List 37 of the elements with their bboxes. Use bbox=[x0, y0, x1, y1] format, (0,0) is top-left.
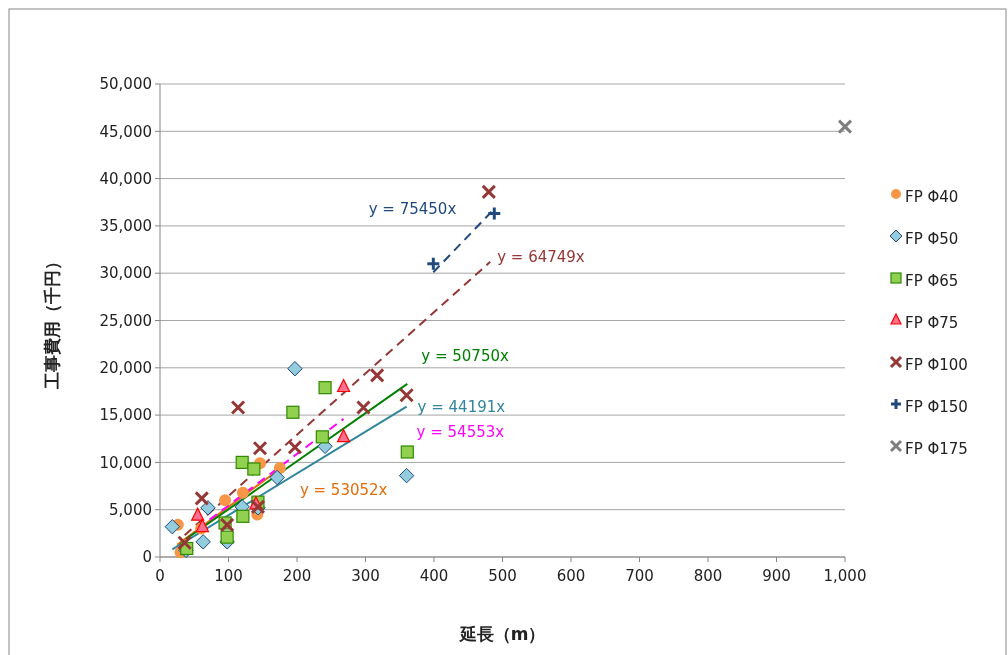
y-tick-label: 25,000 bbox=[99, 311, 152, 330]
y-tick-label: 10,000 bbox=[99, 453, 152, 472]
y-tick-label: 5,000 bbox=[109, 500, 152, 519]
x-tick-label: 900 bbox=[762, 567, 791, 585]
annotation: y = 44191x bbox=[417, 397, 506, 416]
legend-label: FP Φ40 bbox=[905, 188, 959, 207]
y-axis-title: 工事費用（千円） bbox=[42, 252, 62, 390]
y-tick-label: 15,000 bbox=[99, 406, 152, 425]
annotation: y = 50750x bbox=[421, 347, 509, 366]
y-tick-label: 50,000 bbox=[99, 75, 152, 94]
annotation: y = 64749x bbox=[497, 248, 585, 267]
x-tick-label: 500 bbox=[488, 567, 517, 585]
annotation: y = 53052x bbox=[299, 481, 388, 500]
legend-label: FP Φ150 bbox=[905, 398, 968, 417]
y-tick-label: 40,000 bbox=[99, 169, 152, 188]
legend-label: FP Φ75 bbox=[905, 314, 959, 333]
x-axis-title: 延長（m） bbox=[457, 624, 546, 644]
legend-label: FP Φ65 bbox=[905, 272, 959, 291]
y-tick-label: 20,000 bbox=[99, 359, 152, 378]
x-tick-label: 100 bbox=[214, 567, 243, 585]
x-tick-label: 300 bbox=[351, 567, 380, 585]
y-tick-label: 0 bbox=[142, 548, 152, 567]
x-tick-label: 400 bbox=[419, 567, 449, 585]
y-tick-label: 30,000 bbox=[99, 264, 152, 283]
legend-label: FP Φ100 bbox=[905, 356, 968, 375]
x-tick-label: 1,000 bbox=[823, 567, 867, 585]
legend-label: FP Φ175 bbox=[905, 440, 968, 459]
annotation: y = 54553x bbox=[416, 423, 505, 442]
legend-label: FP Φ50 bbox=[905, 230, 959, 249]
annotation: y = 75450x bbox=[368, 200, 457, 219]
y-tick-label: 35,000 bbox=[99, 217, 152, 236]
x-tick-label: 800 bbox=[693, 567, 723, 585]
x-tick-label: 200 bbox=[282, 567, 312, 585]
x-tick-label: 0 bbox=[155, 567, 165, 585]
x-tick-label: 600 bbox=[556, 567, 586, 585]
y-tick-label: 45,000 bbox=[99, 122, 152, 141]
x-tick-label: 700 bbox=[625, 567, 654, 585]
